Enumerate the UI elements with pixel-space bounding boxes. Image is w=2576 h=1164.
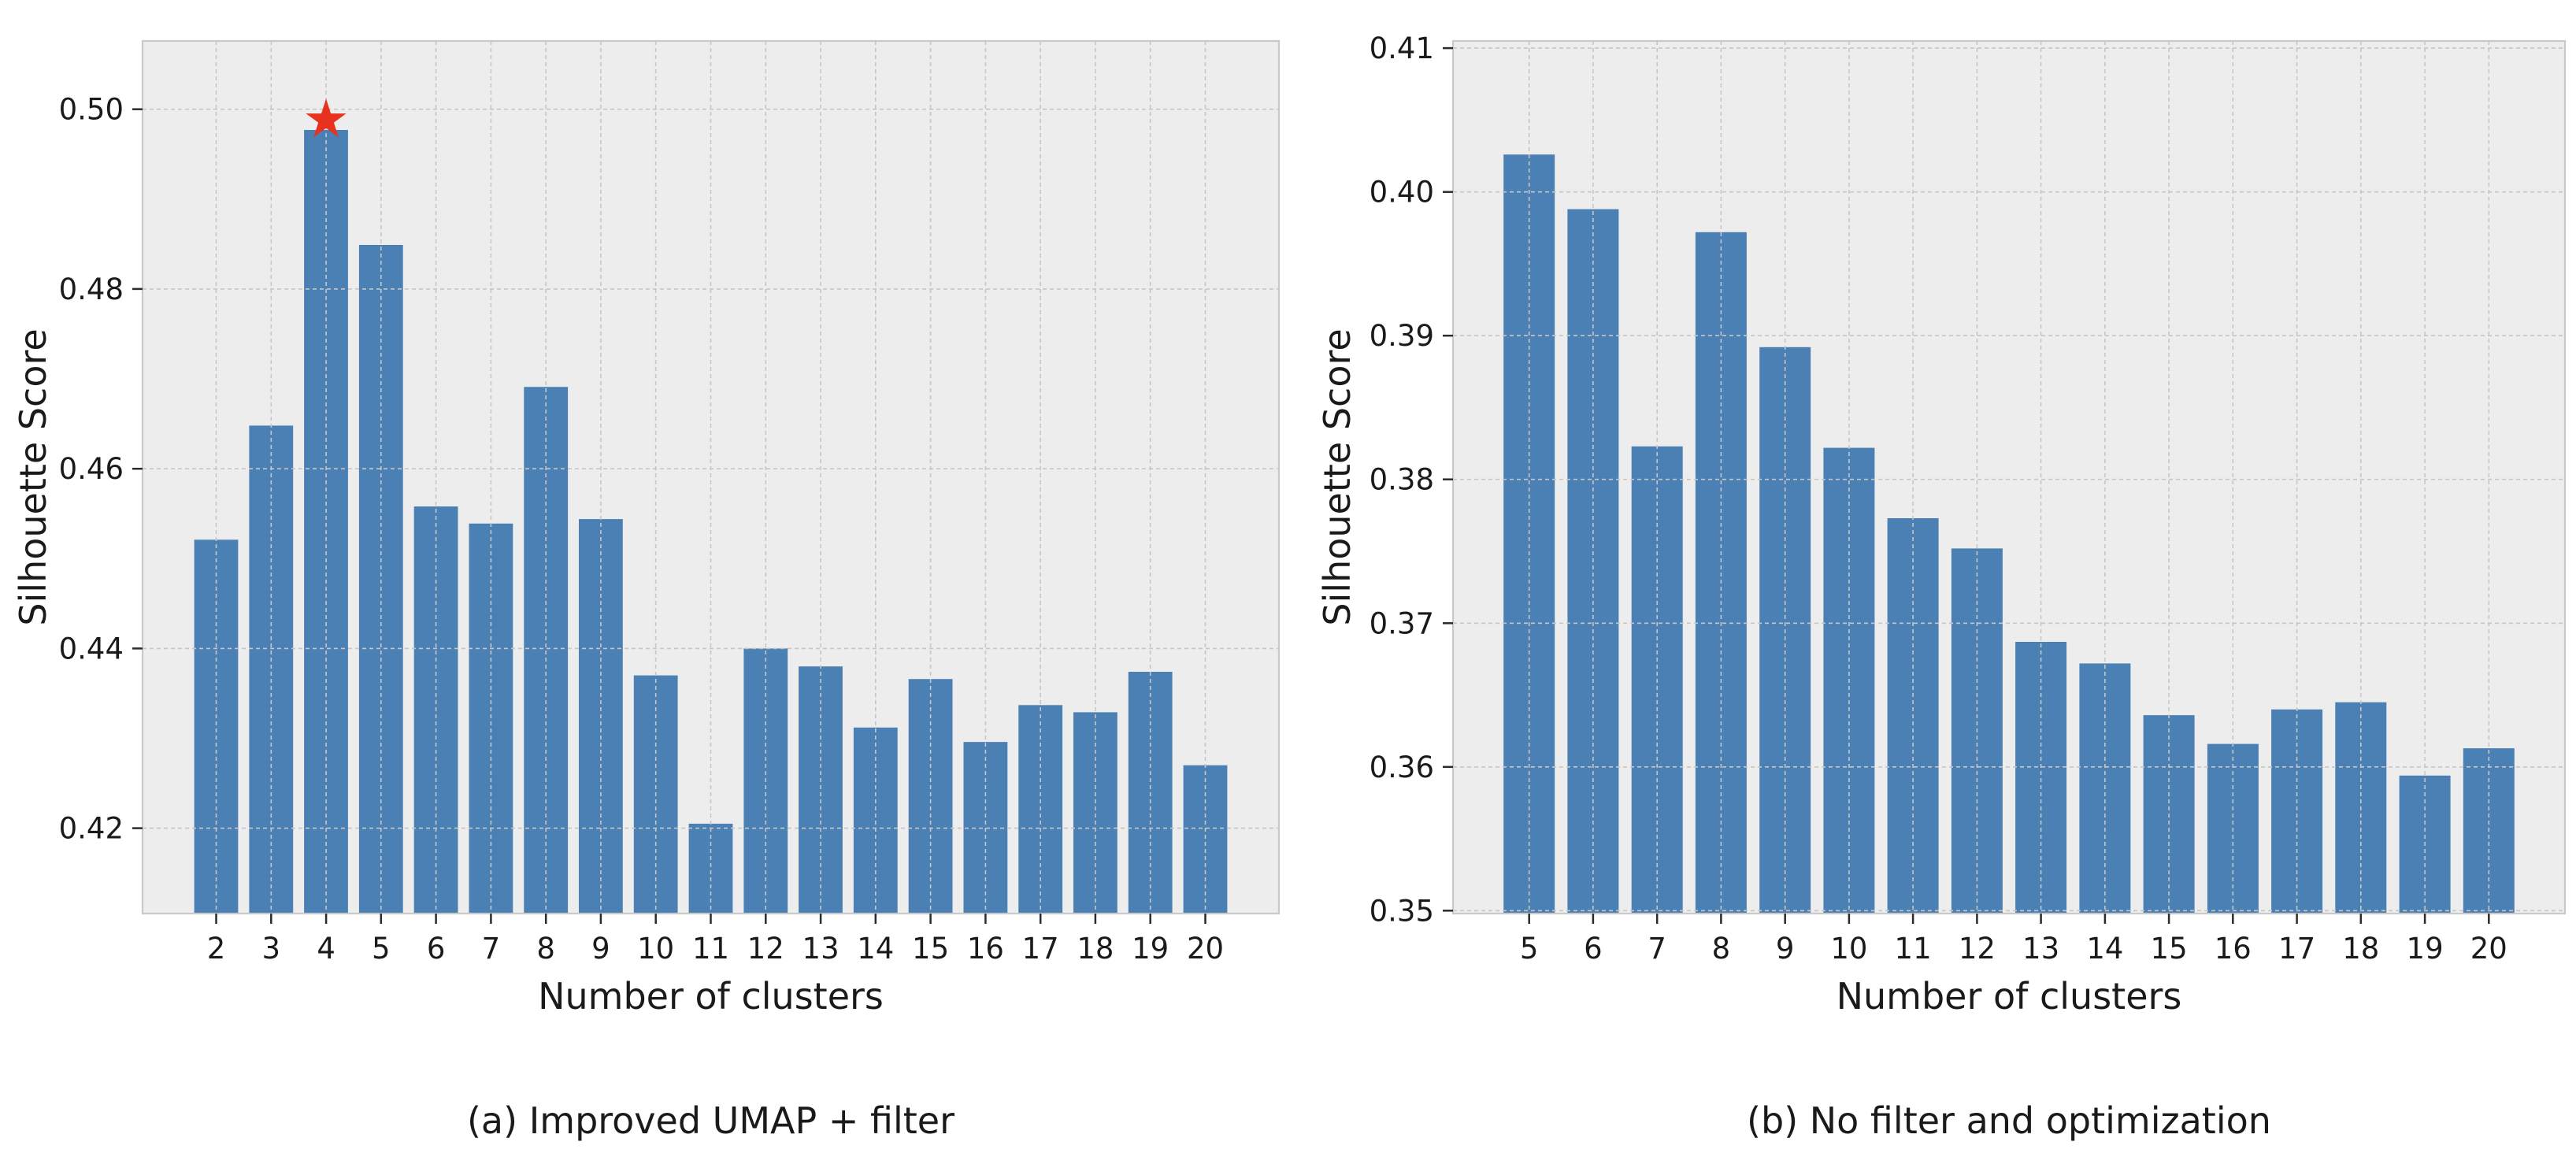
y-tick-label: 0.39: [1370, 319, 1434, 353]
y-tick-label: 0.40: [1370, 176, 1434, 209]
x-tick-label: 2: [207, 932, 226, 966]
x-tick-label: 16: [2215, 932, 2252, 966]
x-tick-label: 7: [482, 932, 501, 966]
caption-chart-a: (a) Improved UMAP + filter: [466, 1099, 955, 1142]
caption-chart-b: (b) No filter and optimization: [1747, 1099, 2271, 1142]
bar-clusters-20: [1183, 765, 1228, 914]
bar-clusters-5: [358, 245, 403, 914]
x-tick-label: 9: [1776, 932, 1795, 966]
y-tick-label: 0.50: [59, 93, 124, 127]
y-tick-label: 0.46: [59, 452, 124, 486]
y-axis-label-chart-a: Silhouette Score: [12, 328, 54, 626]
plot-border: [1451, 39, 2567, 915]
x-axis-label-chart-a: Number of clusters: [538, 975, 884, 1018]
x-tick-label: 14: [857, 932, 894, 966]
x-tick-label: 11: [1895, 932, 1932, 966]
y-tick-label: 0.42: [59, 812, 124, 846]
x-tick-label: 12: [747, 932, 784, 966]
x-tick-label: 13: [2022, 932, 2059, 966]
x-tick-label: 19: [1132, 932, 1169, 966]
x-tick-label: 5: [372, 932, 391, 966]
plot-area: [1453, 41, 2565, 914]
x-tick-label: 6: [1584, 932, 1603, 966]
x-tick-label: 18: [1077, 932, 1114, 966]
x-tick-label: 17: [2278, 932, 2315, 966]
x-tick-label: 18: [2342, 932, 2379, 966]
x-tick-label: 8: [1712, 932, 1731, 966]
chart-a-improved-umap: 0.42 0.44 0.46 0.48 0.50 2 3 4 5 6 7 8 9 10 11 12 13 14 15…: [59, 39, 1281, 966]
bar-clusters-3: [249, 425, 294, 914]
bar-clusters-8: [524, 387, 569, 914]
x-tick-label: 20: [2470, 932, 2507, 966]
x-tick-label: 20: [1187, 932, 1224, 966]
y-tick-label: 0.44: [59, 632, 124, 665]
x-tick-label: 10: [637, 932, 674, 966]
x-tick-label: 8: [536, 932, 555, 966]
y-tick-label: 0.41: [1370, 32, 1434, 65]
x-tick-label: 19: [2407, 932, 2444, 966]
x-tick-label: 12: [1959, 932, 1996, 966]
bar-clusters-17: [2271, 709, 2323, 914]
x-tick-label: 7: [1648, 932, 1666, 966]
y-axis-label-chart-b: Silhouette Score: [1316, 328, 1358, 626]
x-tick-label: 15: [912, 932, 949, 966]
best-score-star-marker: [306, 98, 347, 138]
y-tick-label: 0.37: [1370, 606, 1434, 640]
x-tick-label: 9: [591, 932, 610, 966]
y-tick-label: 0.36: [1370, 751, 1434, 784]
x-tick-label: 14: [2086, 932, 2123, 966]
x-tick-label: 10: [1830, 932, 1867, 966]
x-axis-label-chart-b: Number of clusters: [1836, 975, 2182, 1018]
x-tick-label: 16: [967, 932, 1004, 966]
bar-clusters-4: [304, 130, 348, 914]
x-tick-label: 4: [317, 932, 335, 966]
x-tick-label: 6: [427, 932, 446, 966]
x-tick-label: 13: [802, 932, 840, 966]
y-tick-label: 0.48: [59, 272, 124, 306]
x-tick-label: 15: [2151, 932, 2188, 966]
x-tick-label: 3: [262, 932, 281, 966]
x-tick-label: 11: [692, 932, 729, 966]
chart-b-no-filter: 0.35 0.36 0.37 0.38 0.39 0.40 0.41 5 6 7 8 9 10 11 12 1…: [1370, 32, 2567, 966]
y-tick-label: 0.38: [1370, 463, 1434, 497]
x-tick-label: 5: [1520, 932, 1539, 966]
y-tick-label: 0.35: [1370, 894, 1434, 928]
bar-clusters-18: [1073, 712, 1118, 914]
x-tick-label: 17: [1022, 932, 1059, 966]
